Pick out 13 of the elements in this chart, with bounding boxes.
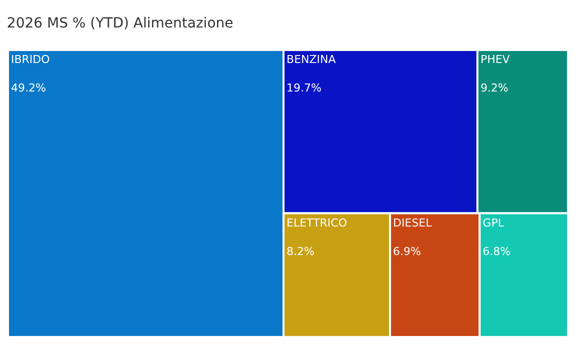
data-label: 19.7% xyxy=(286,82,322,95)
data-label: 8.2% xyxy=(286,244,314,258)
category-label: DIESEL xyxy=(393,216,433,230)
category-label: IBRIDO xyxy=(11,53,50,66)
text: 2026 MS % (YTD) Alimentazione xyxy=(6,15,234,32)
category-label: GPL xyxy=(482,216,505,230)
data-label: 6.8% xyxy=(482,244,511,258)
category-label: PHEV xyxy=(480,53,510,66)
data-label: 49.2% xyxy=(11,82,46,95)
category-label: BENZINA xyxy=(286,53,336,66)
category-label: ELETTRICO xyxy=(286,216,348,230)
data-label: 9.2% xyxy=(480,82,508,95)
data-label: 6.9% xyxy=(393,244,421,258)
